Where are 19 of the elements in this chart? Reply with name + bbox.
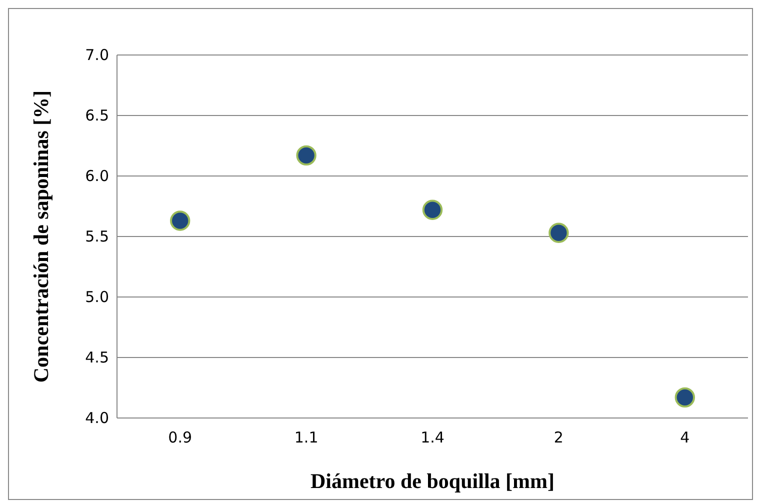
point: [548, 222, 569, 243]
point: [422, 200, 443, 220]
y-tick-label: 4.0: [85, 408, 109, 427]
x-tick-label: 1.1: [294, 428, 318, 447]
y-tick-label: 4.5: [85, 348, 109, 366]
y-axis-title: Concentración de saponinas [%]: [29, 90, 53, 383]
y-tick-label: 6.0: [85, 166, 109, 185]
point: [296, 145, 316, 166]
point: [674, 387, 695, 408]
x-tick-label: 4: [680, 428, 690, 447]
y-tick-label: 5.5: [85, 227, 109, 246]
y-tick-label: 5.0: [85, 288, 109, 306]
x-tick-label: 2: [554, 428, 564, 447]
point: [170, 210, 190, 231]
x-axis-title: Diámetro de boquilla [mm]: [310, 469, 555, 493]
y-tick-label: 6.5: [85, 106, 109, 124]
x-tick-label: 1.4: [420, 428, 444, 447]
y-tick-label: 7.0: [85, 46, 109, 64]
x-tick-label: 0.9: [168, 428, 192, 447]
